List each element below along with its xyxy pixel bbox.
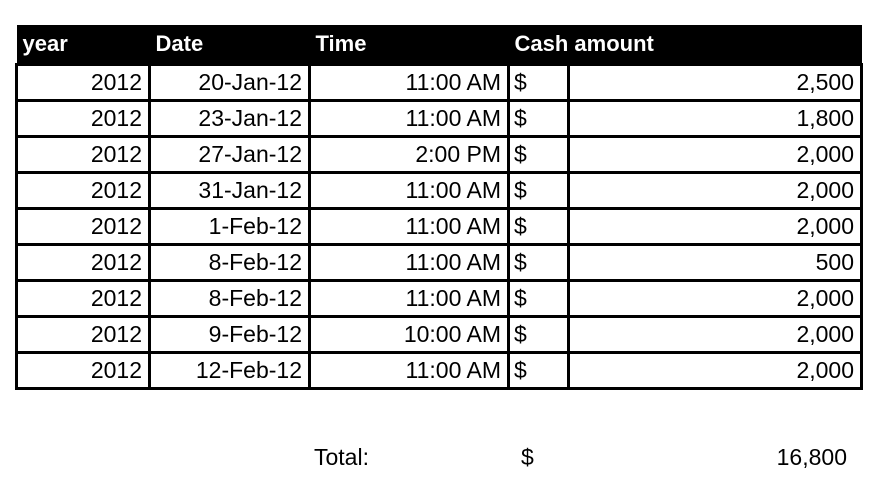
cell-currency-symbol[interactable]: $ xyxy=(507,243,570,282)
cell-currency-symbol[interactable]: $ xyxy=(507,315,570,354)
cell-time[interactable]: 2:00 PM xyxy=(308,135,510,174)
cash-table-container: year Date Time Cash amount 2012 20-Jan-12… xyxy=(15,25,864,390)
total-row: Total: $ 16,800 xyxy=(0,440,876,476)
cell-currency-symbol[interactable]: $ xyxy=(507,279,570,318)
table-row: 2012 20-Jan-12 11:00 AM $2,500 xyxy=(15,63,864,102)
cell-cash-amount[interactable]: 2,000 xyxy=(566,351,864,390)
cell-time[interactable]: 11:00 AM xyxy=(308,207,510,246)
cell-currency-symbol[interactable]: $ xyxy=(507,99,570,138)
cell-year[interactable]: 2012 xyxy=(15,243,151,282)
cell-cash-amount[interactable]: 2,000 xyxy=(566,207,864,246)
cell-cash-amount[interactable]: 2,500 xyxy=(566,63,864,102)
cell-date[interactable]: 20-Jan-12 xyxy=(148,63,311,102)
cell-date[interactable]: 23-Jan-12 xyxy=(148,99,311,138)
cell-year[interactable]: 2012 xyxy=(15,315,151,354)
header-cash-amount: Cash amount xyxy=(508,25,862,65)
cash-table: year Date Time Cash amount 2012 20-Jan-12… xyxy=(15,25,864,390)
table-row: 2012 1-Feb-12 11:00 AM $2,000 xyxy=(15,207,864,246)
cell-year[interactable]: 2012 xyxy=(15,279,151,318)
total-currency-symbol: $ xyxy=(521,444,534,470)
table-row: 2012 8-Feb-12 11:00 AM $2,000 xyxy=(15,279,864,318)
cell-time[interactable]: 11:00 AM xyxy=(308,243,510,282)
cell-time[interactable]: 11:00 AM xyxy=(308,351,510,390)
cell-year[interactable]: 2012 xyxy=(15,135,151,174)
cell-time[interactable]: 11:00 AM xyxy=(308,99,510,138)
table-row: 2012 8-Feb-12 11:00 AM $500 xyxy=(15,243,864,282)
table-row: 2012 23-Jan-12 11:00 AM $1,800 xyxy=(15,99,864,138)
total-value: 16,800 xyxy=(776,444,847,470)
table-row: 2012 9-Feb-12 10:00 AM $2,000 xyxy=(15,315,864,354)
cell-time[interactable]: 11:00 AM xyxy=(308,63,510,102)
total-label: Total: xyxy=(314,444,369,470)
cell-cash-amount[interactable]: 2,000 xyxy=(566,135,864,174)
cell-date[interactable]: 31-Jan-12 xyxy=(148,171,311,210)
cell-year[interactable]: 2012 xyxy=(15,171,151,210)
header-year: year xyxy=(16,25,150,65)
cell-year[interactable]: 2012 xyxy=(15,351,151,390)
cell-year[interactable]: 2012 xyxy=(15,207,151,246)
cell-time[interactable]: 11:00 AM xyxy=(308,171,510,210)
cell-time[interactable]: 10:00 AM xyxy=(308,315,510,354)
table-row: 2012 31-Jan-12 11:00 AM $2,000 xyxy=(15,171,864,210)
cell-cash-amount[interactable]: 2,000 xyxy=(566,279,864,318)
table-row: 2012 27-Jan-12 2:00 PM $2,000 xyxy=(15,135,864,174)
header-row: year Date Time Cash amount xyxy=(16,25,862,65)
cell-date[interactable]: 27-Jan-12 xyxy=(148,135,311,174)
cell-cash-amount[interactable]: 500 xyxy=(566,243,864,282)
cell-date[interactable]: 1-Feb-12 xyxy=(148,207,311,246)
cell-cash-amount[interactable]: 1,800 xyxy=(566,99,864,138)
header-date: Date xyxy=(149,25,310,65)
cell-year[interactable]: 2012 xyxy=(15,99,151,138)
cell-currency-symbol[interactable]: $ xyxy=(507,171,570,210)
cell-date[interactable]: 8-Feb-12 xyxy=(148,279,311,318)
cell-cash-amount[interactable]: 2,000 xyxy=(566,171,864,210)
cell-year[interactable]: 2012 xyxy=(15,63,151,102)
cell-date[interactable]: 12-Feb-12 xyxy=(148,351,311,390)
table-body: 2012 20-Jan-12 11:00 AM $2,500 2012 23-Jan-12… xyxy=(15,63,864,390)
cell-cash-amount[interactable]: 2,000 xyxy=(566,315,864,354)
cell-currency-symbol[interactable]: $ xyxy=(507,351,570,390)
cell-time[interactable]: 11:00 AM xyxy=(308,279,510,318)
cell-date[interactable]: 9-Feb-12 xyxy=(148,315,311,354)
cell-currency-symbol[interactable]: $ xyxy=(507,207,570,246)
cell-currency-symbol[interactable]: $ xyxy=(507,135,570,174)
cell-currency-symbol[interactable]: $ xyxy=(507,63,570,102)
table-row: 2012 12-Feb-12 11:00 AM $2,000 xyxy=(15,351,864,390)
cell-date[interactable]: 8-Feb-12 xyxy=(148,243,311,282)
header-time: Time xyxy=(309,25,509,65)
